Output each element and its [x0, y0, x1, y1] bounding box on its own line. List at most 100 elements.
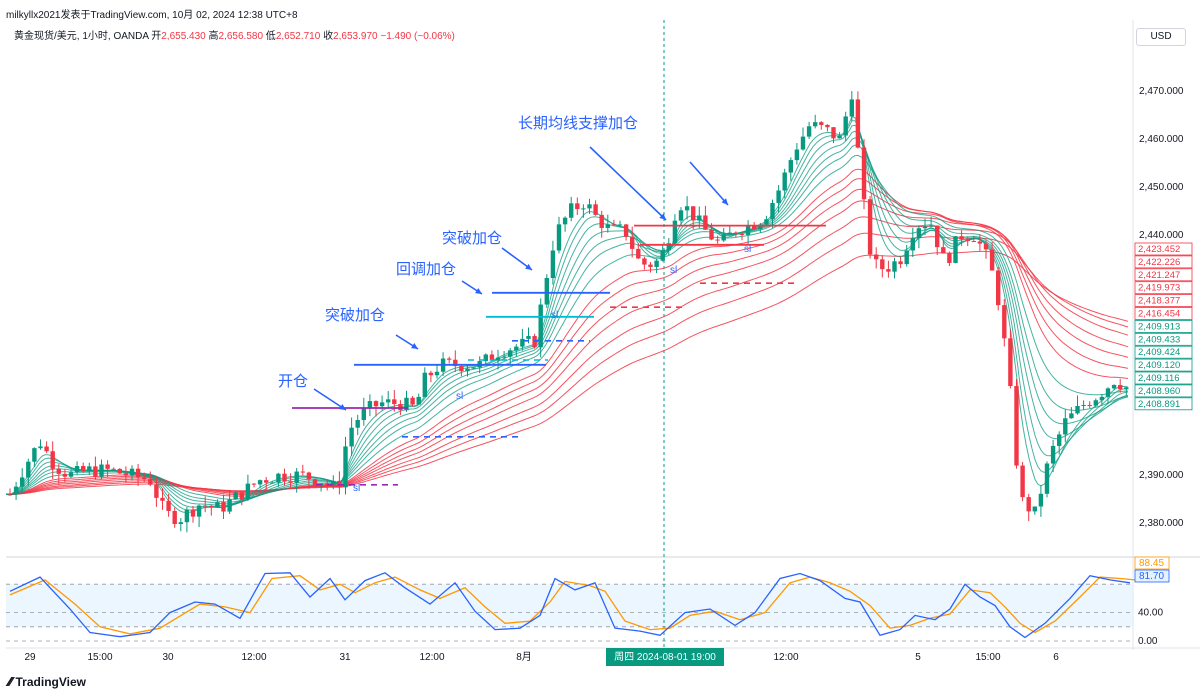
candle-up	[794, 149, 800, 161]
ma-line-slow	[6, 250, 1129, 495]
candle-up	[538, 304, 543, 348]
stop-loss-label[interactable]: sl	[353, 483, 360, 494]
candle-down	[117, 468, 122, 474]
time-tick-label: 6	[1053, 652, 1059, 663]
arrow-head	[475, 288, 482, 294]
candle-up	[697, 215, 702, 221]
time-tick-label: 12:00	[419, 652, 444, 663]
candle-up	[800, 136, 806, 150]
annotation-label[interactable]: 回调加仓	[396, 261, 456, 278]
candle-down	[855, 99, 861, 148]
candle-up	[276, 473, 281, 483]
price-label: 2,422.226	[1138, 257, 1180, 268]
candle-down	[941, 247, 946, 254]
candle-down	[203, 505, 208, 507]
candle-up	[331, 480, 336, 485]
stop-loss-label[interactable]: sl	[744, 244, 751, 255]
candle-up	[837, 135, 842, 139]
candle-down	[282, 473, 287, 482]
ohlc-item: 低2,652.710	[263, 31, 321, 42]
crosshair-time-box	[606, 648, 724, 666]
candle-down	[62, 473, 68, 477]
candle-up	[526, 336, 531, 339]
candle-up	[556, 224, 562, 251]
candle-up	[1044, 463, 1050, 494]
candle-up	[20, 477, 25, 487]
candle-down	[264, 480, 269, 483]
price-tick-label: 2,380.000	[1139, 518, 1184, 529]
annotation-arrow	[689, 161, 729, 206]
oscillator-level-label: 0.00	[1138, 636, 1158, 647]
annotation-label[interactable]: 长期均线支撑加仓	[518, 115, 638, 132]
candle-up	[672, 220, 678, 244]
candle-down	[593, 204, 598, 215]
candle-up	[1038, 493, 1044, 507]
candle-down	[160, 497, 165, 501]
candle-down	[190, 509, 196, 517]
candle-up	[684, 206, 690, 211]
price-label-box	[1134, 319, 1193, 333]
candle-up	[349, 427, 354, 447]
annotation-label[interactable]: 开仓	[278, 373, 308, 390]
candle-up	[386, 399, 391, 403]
candle-down	[983, 243, 989, 250]
currency-button[interactable]: USD	[1136, 28, 1186, 46]
candle-up	[26, 461, 31, 478]
oscillator-value: 88.45	[1139, 558, 1164, 569]
price-label-box	[1134, 397, 1193, 411]
oscillator-slow-line	[9, 575, 1136, 635]
candle-up	[892, 261, 897, 272]
candle-up	[294, 471, 299, 483]
candle-down	[971, 241, 976, 243]
candle-down	[111, 468, 116, 470]
candle-up	[520, 338, 525, 347]
price-label-box	[1134, 307, 1193, 320]
arrow-head	[659, 213, 666, 220]
stop-loss-label[interactable]: sl	[456, 391, 463, 402]
candle-down	[874, 254, 879, 260]
crosshair-time-label: 周四 2024-08-01 19:00	[614, 651, 716, 663]
candle-up	[666, 243, 671, 251]
candle-up	[1093, 400, 1098, 406]
time-tick-label: 29	[24, 652, 36, 663]
candle-down	[93, 466, 98, 477]
candle-up	[678, 210, 684, 221]
candle-up	[916, 228, 922, 239]
candle-up	[367, 401, 373, 408]
arrow-head	[721, 198, 728, 205]
annotation-label[interactable]: 突破加仓	[325, 307, 385, 324]
candle-down	[373, 401, 379, 407]
candle-up	[617, 224, 623, 226]
candle-down	[691, 206, 696, 221]
price-chart[interactable]: 40.00 0.00 2,470.000 2,460.000 2,450.000 2,44…	[0, 0, 1200, 670]
tradingview-logo[interactable]: ⁄⁄⁄ TradingView	[8, 674, 86, 689]
time-tick-label: 12:00	[241, 652, 266, 663]
ma-line-fast	[6, 115, 1129, 514]
candle-down	[703, 215, 708, 230]
ohlc-item: 高2,656.580	[205, 31, 264, 42]
symbol-legend[interactable]: 黄金现货/美元, 1小时, OANDA 开2,655.430 高2,656.58…	[14, 27, 455, 42]
annotation-label[interactable]: 突破加仓	[442, 230, 502, 247]
candle-down	[611, 224, 617, 226]
candle-up	[416, 396, 421, 405]
price-tick-label: 2,390.000	[1139, 470, 1184, 481]
candle-down	[447, 358, 452, 360]
price-label: 2,409.120	[1138, 360, 1180, 371]
candle-down	[599, 214, 604, 228]
candle-down	[996, 270, 1001, 306]
candle-down	[1026, 497, 1031, 512]
candle-down	[251, 483, 257, 485]
price-label-box	[1134, 332, 1193, 346]
stop-loss-label[interactable]: sl	[670, 265, 677, 276]
price-label-box	[1134, 242, 1193, 256]
candle-down	[392, 399, 397, 405]
candle-up	[806, 126, 812, 137]
candle-up	[782, 172, 787, 191]
candle-up	[422, 372, 427, 397]
time-tick-label: 5	[915, 652, 921, 663]
time-tick-label: 15:00	[87, 652, 112, 663]
candle-down	[172, 510, 177, 525]
price-label: 2,416.454	[1138, 309, 1180, 320]
stop-loss-label[interactable]: sl	[551, 310, 558, 321]
candle-down	[428, 372, 434, 376]
